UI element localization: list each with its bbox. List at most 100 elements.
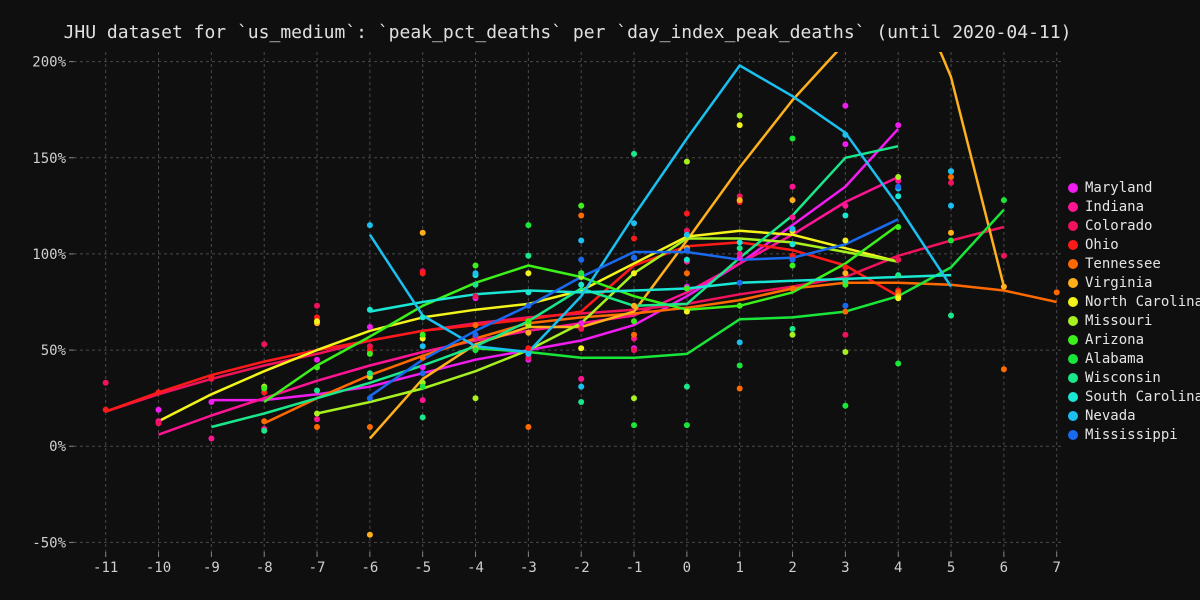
series-lines — [105, 52, 1057, 440]
data-point-nevada — [842, 131, 849, 138]
data-point-mississippi — [842, 302, 849, 309]
data-point-indiana — [789, 183, 796, 190]
data-point-maryland — [366, 324, 373, 330]
data-point-alabama — [472, 347, 479, 354]
data-point-wisconsin — [895, 272, 902, 279]
legend-swatch-icon — [1068, 410, 1078, 421]
data-point-ohio — [631, 235, 637, 242]
data-point-tennessee — [736, 385, 743, 392]
legend-item-maryland: Maryland — [1068, 178, 1200, 197]
axis-ticks: -11 -10 -9 -8 -7 -6 -5 -4 -3 -2 -1 0 1 2 3 4 5 6 7-50%0%50… — [32, 55, 1061, 576]
data-point-mississippi — [578, 256, 585, 263]
data-point-colorado — [842, 331, 849, 338]
data-point-colorado — [155, 420, 162, 427]
x-tick-label: -2 — [573, 560, 590, 576]
legend-label: Mississippi — [1085, 426, 1178, 443]
data-point-virginia — [842, 270, 849, 277]
legend-swatch-icon — [1068, 277, 1078, 288]
x-tick-label: -9 — [203, 560, 220, 576]
data-point-virginia — [736, 197, 743, 204]
data-point-tennessee — [789, 285, 796, 292]
data-point-mississippi — [366, 395, 373, 402]
data-point-tennessee — [631, 331, 637, 338]
data-point-ohio — [525, 345, 532, 352]
data-point-nevada — [789, 225, 796, 232]
data-point-wisconsin — [789, 325, 796, 332]
data-point-maryland — [895, 122, 902, 129]
data-point-alabama — [525, 222, 532, 229]
data-point-ohio — [102, 406, 109, 413]
data-point-maryland — [419, 364, 426, 371]
series-line-mississippi — [369, 218, 899, 398]
data-point-colorado — [631, 347, 637, 354]
data-point-colorado — [472, 293, 479, 300]
legend-label: Colorado — [1085, 217, 1153, 234]
data-point-colorado — [578, 325, 585, 332]
data-point-missouri — [789, 331, 796, 338]
data-point-wisconsin — [736, 245, 743, 252]
data-point-tennessee — [683, 270, 690, 277]
x-tick-label: -11 — [93, 560, 118, 576]
data-point-virginia — [419, 229, 426, 236]
series-line-alabama — [475, 208, 1005, 360]
x-tick-label: -4 — [467, 560, 484, 576]
data-point-indiana — [208, 435, 215, 442]
data-point-nevada — [683, 231, 690, 238]
data-point-mississippi — [525, 302, 532, 309]
series-line-tennessee — [263, 281, 1057, 425]
data-point-ohio — [842, 264, 849, 271]
data-point-south-carolina — [789, 241, 796, 248]
data-point-wisconsin — [683, 383, 690, 390]
data-point-indiana — [578, 375, 585, 382]
x-tick-label: -7 — [309, 560, 326, 576]
y-tick-label: 150% — [32, 151, 66, 167]
chart-legend: Maryland Indiana Colorado Ohio Tennessee Virg… — [1068, 178, 1200, 444]
x-tick-label: -6 — [361, 560, 378, 576]
legend-swatch-icon — [1068, 182, 1078, 193]
legend-swatch-icon — [1068, 315, 1078, 326]
data-point-wisconsin — [261, 427, 268, 434]
data-point-tennessee — [948, 174, 954, 180]
data-point-tennessee — [314, 424, 320, 430]
data-point-nevada — [736, 339, 743, 346]
data-point-nevada — [631, 220, 637, 227]
legend-item-nevada: Nevada — [1068, 406, 1200, 425]
data-point-nevada — [366, 222, 373, 229]
legend-swatch-icon — [1068, 429, 1078, 440]
data-point-arizona — [631, 318, 637, 325]
x-tick-label: 2 — [788, 560, 796, 576]
legend-label: Virginia — [1085, 274, 1153, 291]
data-point-tennessee — [1000, 366, 1007, 373]
data-point-north-carolina — [683, 308, 690, 315]
legend-swatch-icon — [1068, 353, 1078, 364]
legend-label: Indiana — [1085, 198, 1145, 215]
data-point-south-carolina — [366, 306, 373, 313]
data-point-nevada — [578, 237, 585, 244]
data-point-nevada — [948, 202, 954, 209]
data-point-wisconsin — [472, 281, 479, 288]
x-tick-label: 3 — [841, 560, 849, 576]
data-point-tennessee — [525, 424, 532, 430]
data-point-south-carolina — [683, 256, 690, 263]
data-point-maryland — [842, 102, 849, 109]
chart-title: JHU dataset for `us_medium`: `peak_pct_d… — [63, 22, 1072, 43]
data-point-nevada — [948, 168, 954, 175]
data-point-north-carolina — [578, 345, 585, 352]
data-point-indiana — [842, 202, 849, 209]
data-point-wisconsin — [366, 370, 373, 377]
data-point-arizona — [578, 202, 585, 209]
data-point-arizona — [261, 385, 268, 392]
data-point-colorado — [1000, 252, 1007, 259]
data-point-tennessee — [472, 322, 479, 329]
data-point-alabama — [683, 422, 690, 429]
data-point-indiana — [419, 397, 426, 404]
data-point-colorado — [102, 379, 109, 386]
data-point-arizona — [419, 331, 426, 338]
legend-swatch-icon — [1068, 296, 1078, 307]
data-point-maryland — [842, 141, 849, 148]
data-point-wisconsin — [631, 150, 637, 157]
data-point-wisconsin — [419, 414, 426, 421]
data-point-ohio — [208, 374, 215, 380]
data-point-maryland — [314, 356, 320, 363]
